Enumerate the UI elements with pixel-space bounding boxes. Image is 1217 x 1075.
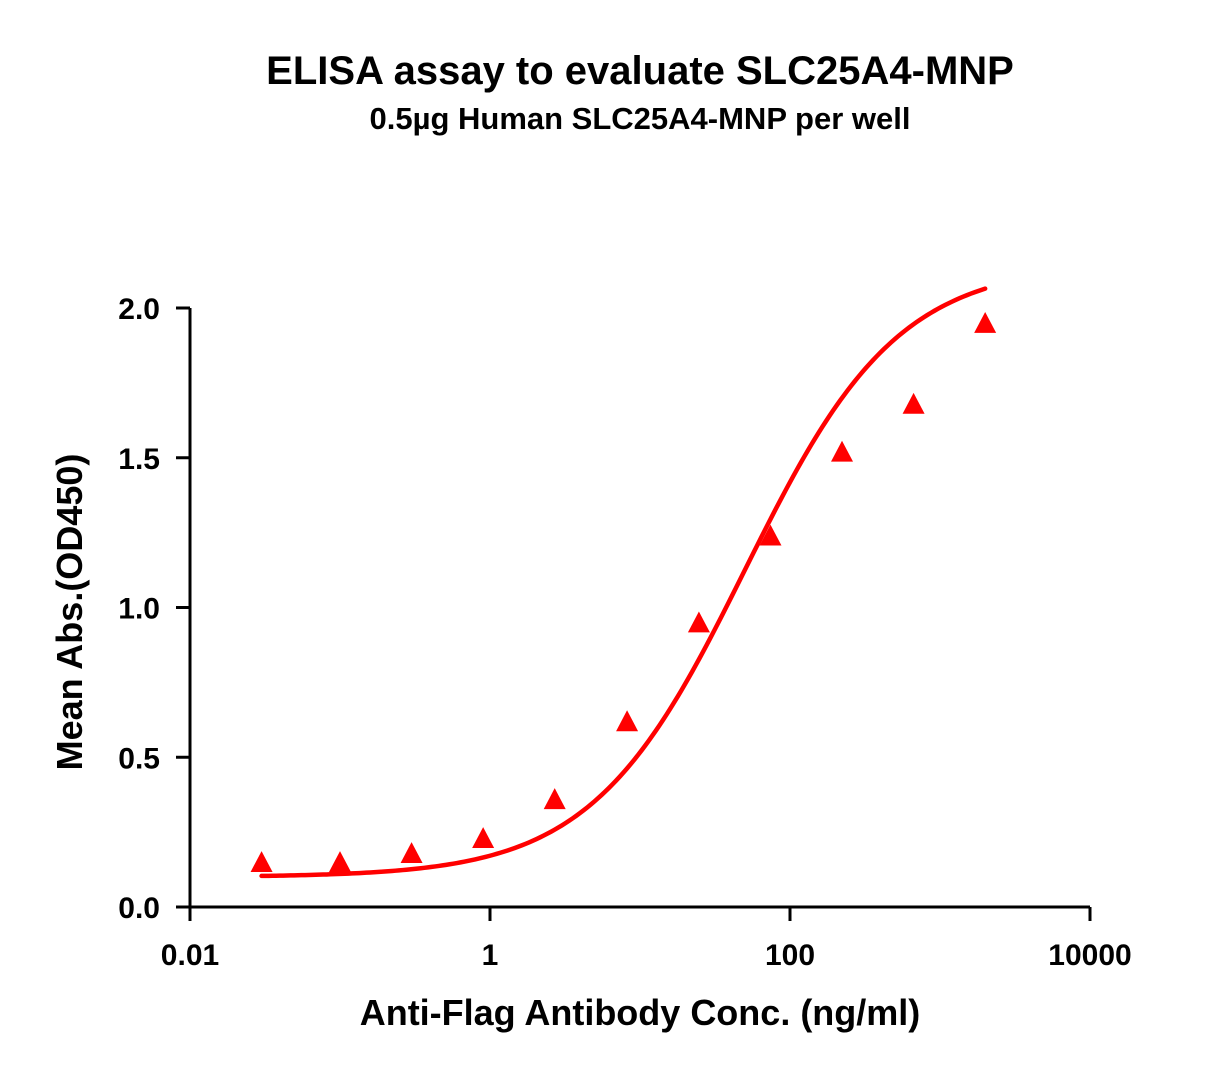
x-tick-label: 1 — [482, 939, 499, 972]
data-point-triangle — [400, 842, 423, 863]
chart-subtitle: 0.5µg Human SLC25A4-MNP per well — [370, 101, 911, 136]
data-points — [250, 311, 997, 872]
y-axis-label: Mean Abs.(OD450) — [49, 454, 90, 771]
y-tick-label: 0.5 — [118, 742, 160, 775]
data-point-triangle — [687, 611, 710, 633]
y-tick-label: 0.0 — [118, 892, 160, 925]
ticks: 0.0 0.5 1.0 1.5 2.0 0.01 1 100 10000 — [118, 293, 1131, 972]
data-point-triangle — [831, 440, 854, 462]
data-point-triangle — [974, 311, 997, 333]
fit-curve-line — [259, 286, 988, 879]
x-tick-label: 0.01 — [161, 939, 219, 972]
fit-curve — [259, 286, 988, 879]
y-tick-label: 1.0 — [118, 593, 160, 626]
data-point-triangle — [902, 392, 925, 414]
axes — [188, 308, 1090, 909]
y-tick-label: 2.0 — [118, 293, 160, 326]
data-point-triangle — [616, 710, 639, 732]
chart-title: ELISA assay to evaluate SLC25A4-MNP — [266, 49, 1014, 93]
y-tick-label: 1.5 — [118, 443, 160, 476]
data-point-triangle — [759, 524, 782, 546]
data-point-triangle — [250, 851, 273, 872]
data-point-triangle — [543, 788, 566, 810]
x-tick-label: 100 — [765, 939, 815, 972]
data-point-triangle — [329, 851, 351, 872]
data-point-triangle — [472, 827, 495, 849]
x-tick-label: 10000 — [1048, 939, 1131, 972]
x-axis-label: Anti-Flag Antibody Conc. (ng/ml) — [360, 992, 921, 1033]
